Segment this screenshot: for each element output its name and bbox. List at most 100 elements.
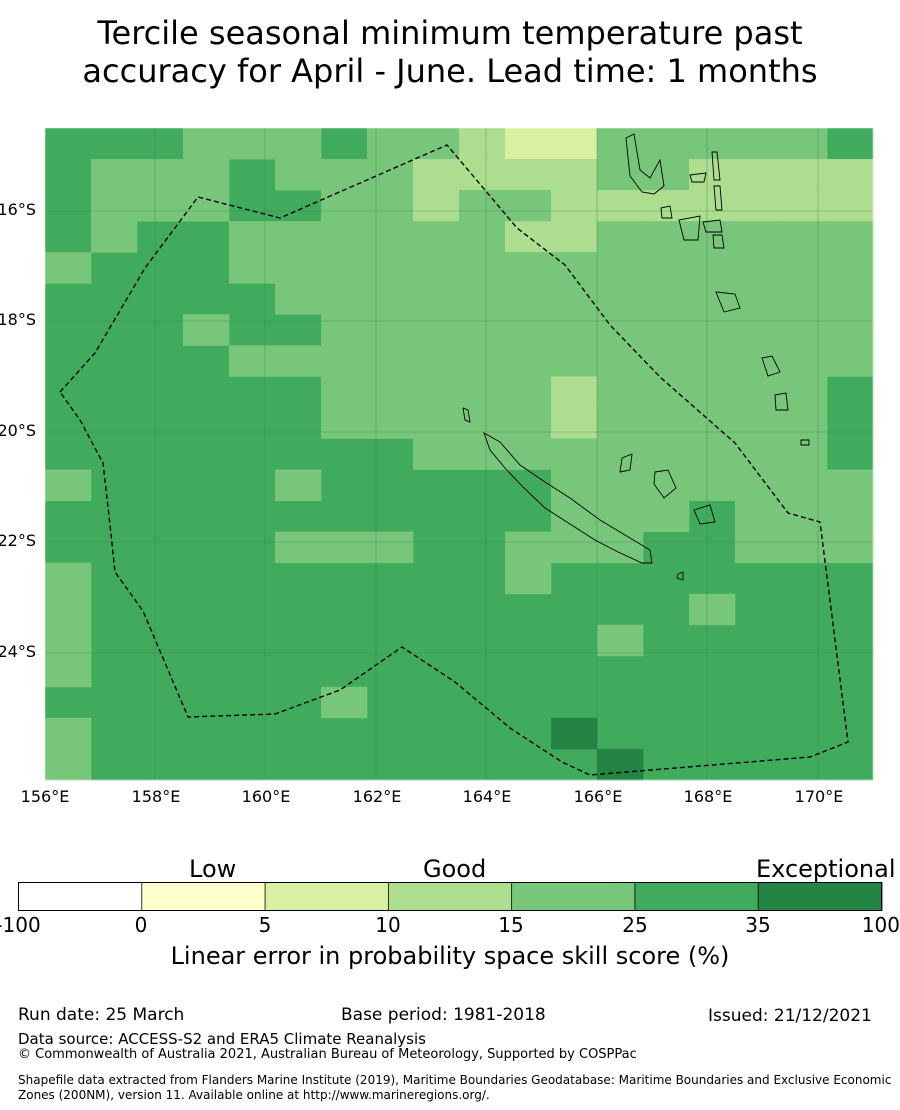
- map-cell: [689, 221, 736, 253]
- new-caledonia-coastline: [483, 432, 653, 564]
- map-cell: [551, 407, 598, 439]
- colorbar-swatch-5: [634, 882, 760, 911]
- map-cell: [505, 562, 552, 595]
- map-cell: [551, 159, 598, 191]
- vanuatu-island-coastline: [660, 205, 673, 219]
- map-cell: [459, 376, 506, 408]
- map-cell: [413, 314, 460, 346]
- map-cell: [321, 221, 368, 253]
- map-cell: [735, 190, 782, 222]
- lat-label-24s: 24°S: [0, 642, 36, 661]
- map-cell: [413, 128, 460, 160]
- colorbar-swatch-3: [387, 882, 513, 911]
- colorbar-head-good: Good: [423, 855, 487, 883]
- map-cell: [321, 159, 368, 191]
- map-cell: [413, 376, 460, 408]
- map-cell: [229, 128, 276, 160]
- map-cell: [781, 128, 828, 160]
- map-cell: [367, 283, 414, 315]
- map-cell: [597, 438, 644, 470]
- belep-coastline: [462, 407, 471, 423]
- map-cell: [275, 531, 322, 564]
- map-cell: [321, 345, 368, 377]
- map-cell: [183, 314, 230, 346]
- map-cell: [597, 221, 644, 253]
- map-cell: [321, 407, 368, 439]
- map-cell: [735, 128, 782, 160]
- map-cell: [505, 221, 552, 253]
- map-cell: [321, 376, 368, 408]
- map-cell: [45, 562, 92, 595]
- map-cell: [781, 500, 828, 533]
- map-cell: [505, 283, 552, 315]
- map-cell: [91, 221, 138, 253]
- lat-label-18s: 18°S: [0, 310, 36, 329]
- map-cell: [689, 252, 736, 284]
- vanuatu-island-coastline: [689, 172, 707, 183]
- map-cell: [321, 686, 368, 719]
- map-cell: [827, 531, 874, 564]
- shapefile-credit-line-2: Zones (200NM), version 11. Available onl…: [18, 1088, 490, 1102]
- lon-label-160e: 160°E: [241, 787, 291, 806]
- map-cell: [45, 252, 92, 284]
- map-cell: [413, 190, 460, 222]
- map-cell: [183, 159, 230, 191]
- map-cell: [827, 190, 874, 222]
- colorbar: [18, 882, 883, 911]
- lon-label-170e: 170°E: [794, 787, 844, 806]
- colorbar-tick-0: -100: [0, 913, 41, 937]
- vanuatu-island-coastline: [702, 219, 723, 233]
- map-cell: [229, 345, 276, 377]
- base-period: Base period: 1981-2018: [341, 1005, 546, 1025]
- map-cell: [551, 252, 598, 284]
- map-cell: [367, 407, 414, 439]
- map-cell: [827, 252, 874, 284]
- map-cell: [597, 128, 644, 160]
- colorbar-tick-4: 15: [498, 913, 524, 937]
- map-cell: [459, 407, 506, 439]
- map-cell: [781, 283, 828, 315]
- map-cell: [597, 376, 644, 408]
- colorbar-swatch-6: [757, 882, 883, 911]
- map-cell: [597, 283, 644, 315]
- map-cell: [597, 407, 644, 439]
- map-cell: [367, 345, 414, 377]
- island-coastline: [774, 392, 789, 411]
- lat-label-20s: 20°S: [0, 421, 36, 440]
- map-cell: [551, 438, 598, 470]
- colorbar-swatch-1: [141, 882, 266, 911]
- map-cell: [367, 376, 414, 408]
- map-cell: [781, 345, 828, 377]
- lon-label-156e: 156°E: [20, 787, 70, 806]
- map-canvas: [44, 127, 874, 781]
- colorbar-tick-7: 100: [861, 913, 900, 937]
- map-cell: [551, 221, 598, 253]
- map-cell: [275, 252, 322, 284]
- vanuatu-efate-coastline: [715, 291, 741, 313]
- vanuatu-malakula-coastline: [678, 215, 701, 241]
- colorbar-tick-3: 10: [375, 913, 401, 937]
- map-cell: [735, 531, 782, 564]
- map-cell: [229, 221, 276, 253]
- map-cell: [459, 314, 506, 346]
- map-cell: [459, 252, 506, 284]
- map-cell: [551, 345, 598, 377]
- map-cell: [321, 190, 368, 222]
- map-cell: [781, 252, 828, 284]
- map-cell: [413, 345, 460, 377]
- map-cell: [413, 159, 460, 191]
- vanuatu-island-coastline: [711, 151, 721, 181]
- map-cell: [45, 624, 92, 657]
- colorbar-head-exceptional: Exceptional: [756, 855, 896, 883]
- map-cell: [597, 345, 644, 377]
- map-cell: [735, 500, 782, 533]
- map-cell: [735, 221, 782, 253]
- island-coastline: [676, 571, 684, 581]
- map-cell: [735, 283, 782, 315]
- map-cell: [45, 748, 92, 781]
- map-cell: [459, 221, 506, 253]
- map-cell: [781, 469, 828, 501]
- map-cell: [459, 159, 506, 191]
- map-cell: [643, 438, 690, 470]
- chart-title: Tercile seasonal minimum temperature pas…: [0, 14, 900, 90]
